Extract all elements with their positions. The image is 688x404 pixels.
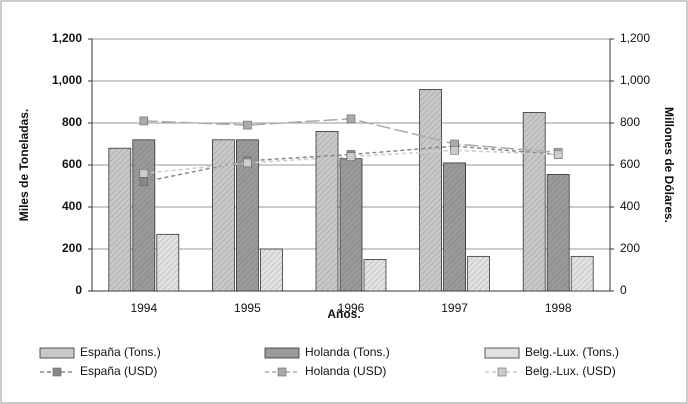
- bar-hatch: [236, 139, 259, 291]
- x-tick-label: 1995: [234, 301, 261, 315]
- y-tick-label: 600: [62, 157, 82, 171]
- marker: [346, 114, 356, 124]
- x-tick-label: 1998: [545, 301, 572, 315]
- x-axis-label: Años.: [327, 307, 360, 321]
- bar-hatch: [212, 139, 235, 291]
- y2-tick-label: 800: [620, 115, 640, 129]
- y-tick-label: 800: [62, 115, 82, 129]
- legend-swatch: [264, 347, 300, 359]
- y-tick-label: 1,000: [52, 73, 82, 87]
- legend-label: Holanda (USD): [305, 364, 386, 378]
- y2-tick-label: 0: [620, 283, 627, 297]
- y-tick-label: 0: [75, 283, 82, 297]
- bar-hatch: [156, 234, 179, 291]
- marker: [450, 146, 459, 155]
- marker: [346, 152, 356, 161]
- bar-hatch: [260, 249, 283, 291]
- y2-tick-label: 200: [620, 241, 640, 255]
- legend-label: Holanda (Tons.): [305, 345, 390, 359]
- y2-axis-label: Millones de Dólares.: [662, 107, 676, 223]
- legend-marker: [497, 367, 507, 377]
- y2-tick-label: 1,000: [620, 73, 650, 87]
- legend-marker: [52, 367, 62, 377]
- line: [143, 145, 559, 183]
- marker: [139, 177, 149, 187]
- legend-label: España (USD): [80, 364, 157, 378]
- legend-marker: [277, 367, 287, 377]
- bar-hatch: [108, 148, 131, 291]
- bar-hatch: [316, 131, 338, 291]
- y-tick-label: 400: [62, 199, 82, 213]
- x-tick-label: 1997: [441, 301, 468, 315]
- bar-hatch: [571, 256, 594, 291]
- legend-label: España (Tons.): [80, 345, 161, 359]
- legend-label: Belg.-Lux. (USD): [525, 364, 616, 378]
- y2-tick-label: 600: [620, 157, 640, 171]
- marker: [243, 120, 252, 130]
- bar-hatch: [467, 256, 490, 291]
- bar-hatch: [364, 259, 386, 291]
- marker: [243, 158, 252, 168]
- y-tick-label: 1,200: [52, 31, 82, 45]
- marker: [139, 169, 149, 178]
- bar-hatch: [443, 162, 466, 291]
- marker: [139, 116, 149, 126]
- y2-tick-label: 400: [620, 199, 640, 213]
- y-tick-label: 200: [62, 241, 82, 255]
- bar-hatch: [547, 174, 570, 291]
- bar-hatch: [523, 112, 546, 291]
- line: [143, 149, 559, 175]
- legend-swatch: [39, 347, 75, 359]
- marker: [553, 150, 563, 159]
- y-axis-label: Miles de Toneladas.: [17, 109, 31, 221]
- bar-hatch: [132, 139, 155, 291]
- legend-label: Belg.-Lux. (Tons.): [525, 345, 619, 359]
- legend-swatch: [484, 347, 520, 359]
- bar-hatch: [419, 89, 442, 292]
- y2-tick-label: 1,200: [620, 31, 650, 45]
- bar-hatch: [340, 158, 362, 291]
- x-tick-label: 1994: [130, 301, 157, 315]
- x-tick-label: 1996: [338, 301, 365, 315]
